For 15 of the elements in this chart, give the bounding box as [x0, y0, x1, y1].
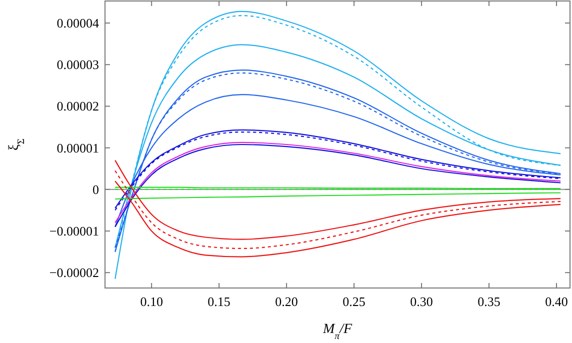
- y-tick-label: 0.00002: [56, 98, 99, 114]
- y-tick-label: 0: [92, 182, 99, 197]
- y-tick-label: −0.00002: [49, 265, 99, 280]
- x-tick-label: 0.10: [140, 294, 163, 309]
- x-tick-label: 0.20: [275, 294, 298, 309]
- y-tick-label: 0.00001: [56, 140, 99, 156]
- x-tick-label: 0.35: [478, 294, 500, 309]
- x-tick-label: 0.25: [342, 294, 366, 309]
- x-tick-label: 0.40: [545, 294, 568, 309]
- y-tick-label: −0.00001: [49, 224, 99, 239]
- x-tick-label: 0.30: [410, 294, 433, 309]
- y-tick-label: 0.00004: [56, 16, 100, 31]
- x-tick-label: 0.15: [208, 294, 230, 309]
- x-axis-title: M$_{π}$/F: [322, 322, 352, 342]
- y-tick-label: 0.00003: [56, 57, 99, 72]
